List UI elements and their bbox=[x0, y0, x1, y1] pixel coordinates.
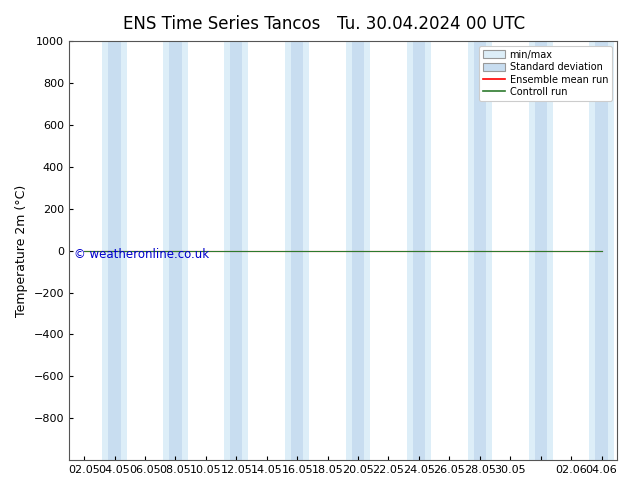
Y-axis label: Temperature 2m (°C): Temperature 2m (°C) bbox=[15, 184, 28, 317]
Bar bbox=[291, 41, 303, 460]
Bar bbox=[529, 41, 553, 460]
Bar bbox=[103, 41, 127, 460]
Text: © weatheronline.co.uk: © weatheronline.co.uk bbox=[74, 248, 209, 262]
Bar bbox=[534, 41, 547, 460]
Bar bbox=[224, 41, 249, 460]
Bar bbox=[595, 41, 607, 460]
Legend: min/max, Standard deviation, Ensemble mean run, Controll run: min/max, Standard deviation, Ensemble me… bbox=[479, 46, 612, 101]
Bar bbox=[407, 41, 431, 460]
Bar bbox=[285, 41, 309, 460]
Bar bbox=[590, 41, 614, 460]
Bar bbox=[346, 41, 370, 460]
Bar bbox=[413, 41, 425, 460]
Bar bbox=[230, 41, 242, 460]
Bar bbox=[164, 41, 188, 460]
Bar bbox=[468, 41, 492, 460]
Text: Tu. 30.04.2024 00 UTC: Tu. 30.04.2024 00 UTC bbox=[337, 15, 525, 33]
Bar bbox=[108, 41, 120, 460]
Text: ENS Time Series Tancos: ENS Time Series Tancos bbox=[123, 15, 321, 33]
Bar bbox=[352, 41, 364, 460]
Bar bbox=[169, 41, 181, 460]
Bar bbox=[474, 41, 486, 460]
